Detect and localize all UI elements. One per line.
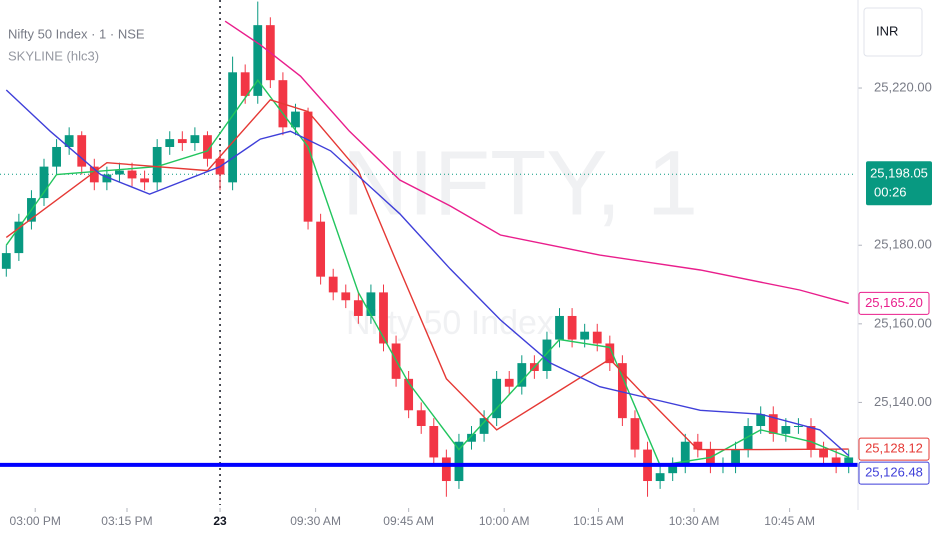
candle-body xyxy=(366,292,376,316)
candle-body xyxy=(819,449,828,458)
candle-body xyxy=(177,139,187,144)
candle-body xyxy=(127,170,137,179)
price-badge-label: 25,126.48 xyxy=(865,465,923,480)
candle-body xyxy=(102,174,112,183)
y-tick-label: 25,140.00 xyxy=(874,394,932,409)
candle-body xyxy=(228,72,238,183)
y-tick-label: 25,220.00 xyxy=(874,79,932,94)
candle-body xyxy=(328,276,338,293)
candle-body xyxy=(353,300,363,316)
candle-body xyxy=(115,170,124,175)
candle-body xyxy=(454,441,464,482)
candle-body xyxy=(781,426,791,434)
currency[interactable]: INR xyxy=(876,23,898,38)
y-tick-label: 25,160.00 xyxy=(874,315,932,330)
candle-body xyxy=(668,465,678,474)
candle-body xyxy=(743,426,753,450)
candle-body xyxy=(52,146,61,167)
candle-body xyxy=(567,315,577,340)
x-tick-label: 10:30 AM xyxy=(669,514,720,528)
candle-body xyxy=(504,378,514,387)
candle-body xyxy=(77,135,87,167)
candle-body xyxy=(492,378,502,419)
watermark-subtitle: Nifty 50 Index xyxy=(346,304,554,342)
candle-body xyxy=(291,111,300,128)
candle-body xyxy=(240,72,250,96)
candle-body xyxy=(794,426,803,428)
last-price-badge xyxy=(866,161,932,206)
watermark: NIFTY, 1 xyxy=(342,132,698,234)
candle-body xyxy=(404,378,414,411)
price-badge xyxy=(858,461,930,485)
candle-body xyxy=(592,331,602,344)
candle-body xyxy=(190,135,200,144)
candle-body xyxy=(140,178,149,183)
watermark-group: NIFTY, 1 Nifty 50 Index xyxy=(342,132,698,342)
price-badge-label: 25,165.20 xyxy=(865,295,923,310)
candle-body xyxy=(429,426,439,458)
candle-body xyxy=(479,418,489,434)
x-tick-label: 03:00 PM xyxy=(10,514,61,528)
candle-body xyxy=(303,111,313,222)
x-tick-label: 09:45 AM xyxy=(383,514,434,528)
candle-body xyxy=(617,363,627,419)
candle-body xyxy=(542,339,552,371)
x-tick-label: 10:00 AM xyxy=(479,514,530,528)
candle-body xyxy=(680,441,690,466)
candle-body xyxy=(693,441,703,450)
x-tick-label: 10:45 AM xyxy=(764,514,815,528)
indicator-name: SKYLINE (hlc3) xyxy=(8,48,99,63)
x-tick-label: 23 xyxy=(213,514,227,528)
countdown: 00:26 xyxy=(874,185,907,200)
candle-body xyxy=(1,253,11,269)
candle-body xyxy=(441,457,451,482)
candle-body xyxy=(555,315,564,340)
candle-body xyxy=(756,414,766,427)
candle-body xyxy=(630,418,640,450)
candle-body xyxy=(844,457,854,466)
candle-body xyxy=(203,135,212,159)
candle-body xyxy=(517,363,527,387)
moving-average xyxy=(5,89,850,457)
price-badge xyxy=(858,291,930,315)
candle-body xyxy=(379,292,388,344)
moving-average xyxy=(224,20,849,305)
candle-body xyxy=(416,410,426,427)
moving-average xyxy=(5,98,849,451)
candle-body xyxy=(655,473,665,482)
candle-body xyxy=(39,166,49,199)
candle-body xyxy=(152,146,162,183)
x-tick-label: 10:15 AM xyxy=(573,514,624,528)
moving-average xyxy=(5,79,849,467)
candle-body xyxy=(580,331,590,340)
candle-body xyxy=(14,221,24,254)
candle-body xyxy=(467,433,476,442)
candle-body xyxy=(341,292,351,301)
currency-box[interactable] xyxy=(863,7,923,57)
x-tick-label: 03:15 PM xyxy=(101,514,152,528)
chart-title: Nifty 50 Index · 1 · NSE xyxy=(8,26,145,41)
price-badge xyxy=(858,437,930,461)
candle-body xyxy=(253,25,263,96)
last-price-label: 25,198.05 xyxy=(870,166,928,181)
candle-body xyxy=(806,426,816,450)
x-tick-label: 09:30 AM xyxy=(290,514,341,528)
candle-body xyxy=(731,449,740,466)
price-badge-label: 25,128.12 xyxy=(865,441,923,456)
y-tick-label: 25,180.00 xyxy=(874,237,932,252)
candle-body xyxy=(64,135,74,147)
candle-body xyxy=(605,343,615,364)
candle-body xyxy=(165,139,175,147)
candle-body xyxy=(831,457,841,466)
candle-body xyxy=(89,166,99,183)
candle-body xyxy=(768,414,778,434)
candle-body xyxy=(316,221,326,277)
